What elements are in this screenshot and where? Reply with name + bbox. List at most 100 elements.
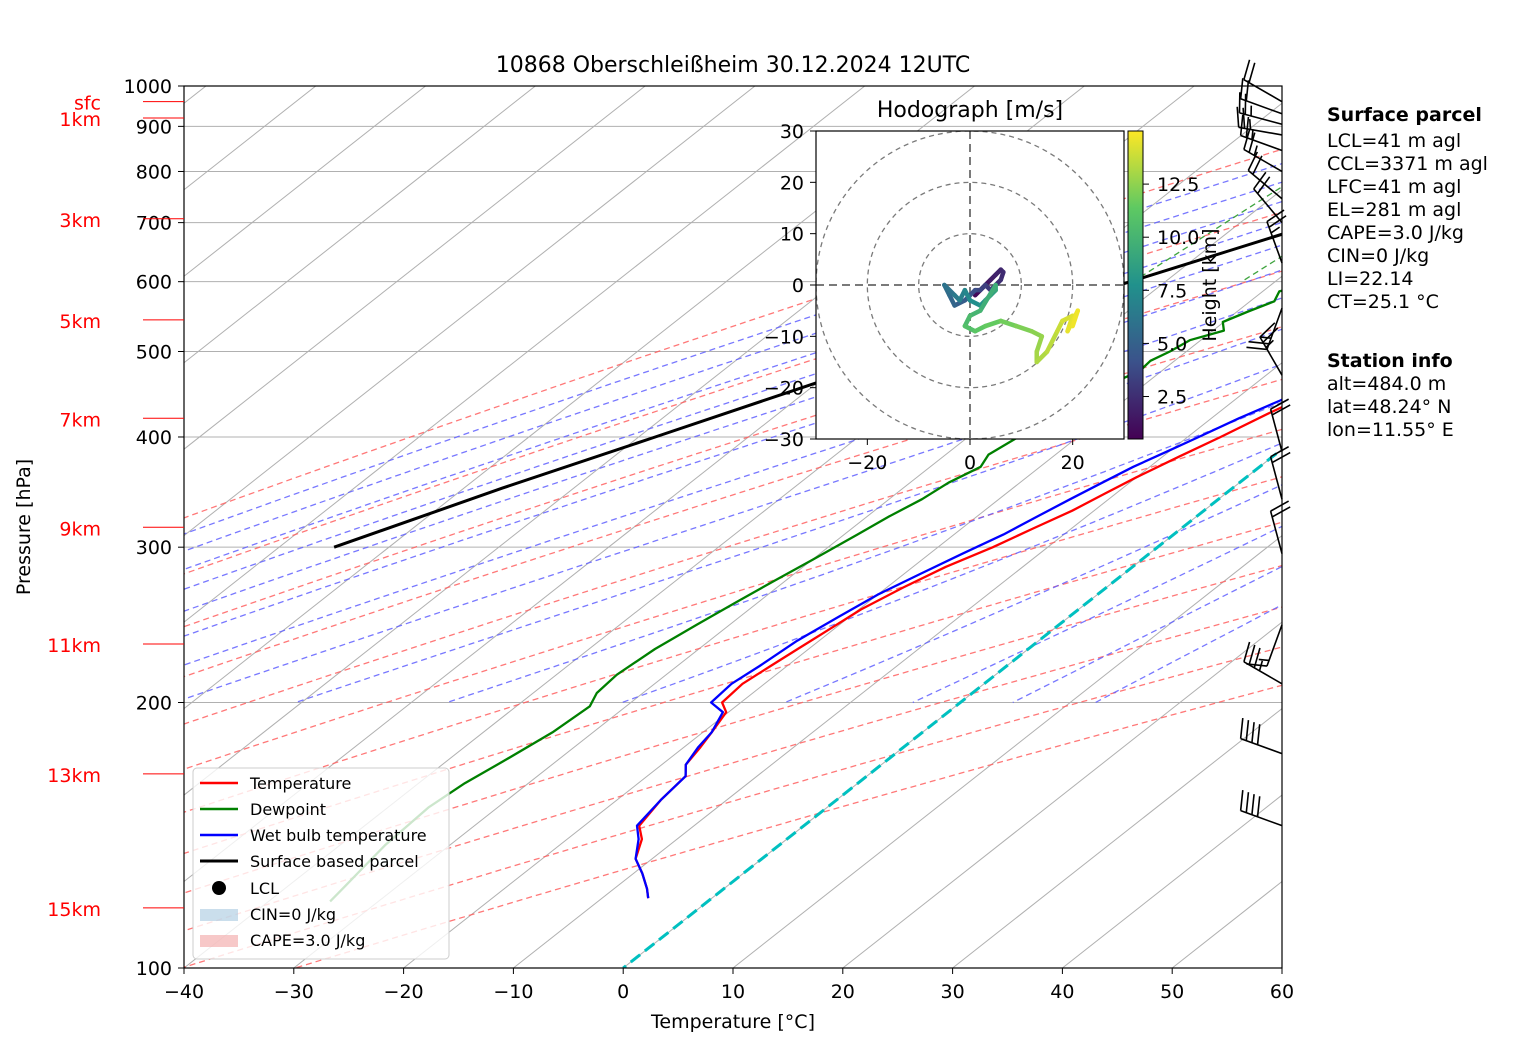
wind-barb-flag bbox=[1266, 209, 1285, 223]
colorbar-tick-label: 2.5 bbox=[1157, 387, 1187, 409]
hodograph-y-tick-label: 30 bbox=[780, 121, 804, 143]
wind-barbs bbox=[1236, 59, 1291, 827]
legend-dewpoint-label: Dewpoint bbox=[250, 800, 326, 819]
hodograph-trace bbox=[942, 267, 1081, 365]
moist-adiabat bbox=[184, 181, 1282, 552]
legend-cin-label: CIN=0 J/kg bbox=[250, 905, 336, 924]
wind-barb-staff bbox=[1259, 336, 1283, 376]
wind-barb bbox=[1253, 171, 1283, 224]
hodograph-segment bbox=[1034, 349, 1050, 365]
height-label: 7km bbox=[59, 409, 101, 431]
wind-barb-flag bbox=[1239, 78, 1244, 99]
isotherm-line bbox=[513, 362, 1282, 968]
wind-barb-flag bbox=[1252, 155, 1263, 175]
x-axis: −40 −30 −20 −10 0 10 20 30 40 50 60 bbox=[164, 968, 1294, 1003]
colorbar-tick-label: 12.5 bbox=[1157, 174, 1199, 196]
wind-barb-flag bbox=[1251, 722, 1255, 743]
colorbar-label: Height [km] bbox=[1199, 228, 1221, 341]
isotherm-line bbox=[184, 86, 756, 537]
dry-adiabat bbox=[184, 326, 1282, 678]
wind-barb-flag bbox=[1262, 327, 1279, 343]
colorbar bbox=[1127, 130, 1144, 440]
isotherm-line bbox=[184, 86, 536, 364]
wind-barb-staff bbox=[1239, 112, 1283, 126]
wind-barb-staff bbox=[1243, 661, 1283, 685]
wind-barb-half-flag bbox=[1265, 339, 1274, 349]
wind-barb-staff bbox=[1269, 408, 1283, 452]
legend-lcl-swatch bbox=[212, 881, 226, 895]
wind-barb bbox=[1239, 718, 1283, 755]
height-label: 3km bbox=[59, 210, 101, 232]
wind-barb bbox=[1246, 307, 1283, 351]
wind-barb-flag bbox=[1268, 215, 1287, 228]
y-tick-label: 900 bbox=[136, 116, 172, 138]
legend-cape-label: CAPE=3.0 J/kg bbox=[250, 931, 365, 950]
height-label: 15km bbox=[47, 899, 101, 921]
wind-barb-staff bbox=[1240, 737, 1283, 755]
hodograph-y-tick-label: −30 bbox=[764, 429, 804, 451]
surface-line-ct: CT=25.1 °C bbox=[1327, 291, 1439, 313]
wind-barb-flag bbox=[1243, 641, 1251, 663]
wind-barb-flag bbox=[1242, 107, 1246, 129]
wind-barb-flag bbox=[1245, 792, 1250, 813]
surface-line-lcl: LCL=41 m agl bbox=[1327, 130, 1461, 152]
wind-barb-flag bbox=[1253, 171, 1267, 190]
wind-barb-flag bbox=[1256, 724, 1261, 745]
wind-barb bbox=[1259, 322, 1283, 376]
legend-temperature-label: Temperature bbox=[249, 774, 351, 793]
surface-line-cin: CIN=0 J/kg bbox=[1327, 245, 1429, 267]
wind-barb bbox=[1239, 78, 1283, 115]
height-label: 9km bbox=[59, 518, 101, 540]
y-tick-label: 1000 bbox=[124, 76, 172, 98]
hodograph-title: Hodograph [m/s] bbox=[877, 98, 1063, 123]
moist-adiabat bbox=[184, 162, 1282, 535]
x-tick-label: 60 bbox=[1270, 981, 1294, 1003]
y-tick-label: 700 bbox=[136, 213, 172, 235]
isotherm-line bbox=[732, 535, 1282, 968]
wind-barb-half-flag bbox=[1258, 658, 1270, 662]
wind-barb-staff bbox=[1253, 188, 1283, 224]
isotherm-line bbox=[184, 86, 646, 450]
x-tick-label: −30 bbox=[274, 981, 314, 1003]
wind-barb-flag bbox=[1243, 59, 1251, 80]
station-line-lon: lon=11.55° E bbox=[1327, 419, 1454, 441]
hodograph-y-tick-label: 20 bbox=[780, 172, 804, 194]
wind-barb-staff bbox=[1269, 510, 1283, 554]
hodograph-y-tick-label: 10 bbox=[780, 224, 804, 246]
hodograph-segment bbox=[983, 318, 1004, 329]
wind-barb-half-flag bbox=[1258, 660, 1264, 672]
wind-barb-staff bbox=[1266, 307, 1283, 350]
wind-barb-half-flag bbox=[1251, 129, 1254, 140]
legend-parcel-label: Surface based parcel bbox=[250, 852, 419, 871]
wind-barb-half-flag bbox=[1253, 145, 1258, 156]
isotherm-line bbox=[184, 86, 866, 623]
x-tick-label: 30 bbox=[941, 981, 965, 1003]
wind-barb bbox=[1236, 106, 1283, 136]
series-line-wet-bulb-temperature bbox=[634, 398, 1282, 899]
y-tick-label: 200 bbox=[136, 692, 172, 714]
station-info-title: Station info bbox=[1327, 350, 1453, 372]
x-tick-label: 10 bbox=[721, 981, 745, 1003]
moist-adiabat bbox=[184, 328, 1282, 700]
y-tick-label: 400 bbox=[136, 427, 172, 449]
wind-barb-flag bbox=[1246, 346, 1268, 351]
x-tick-label: 50 bbox=[1160, 981, 1184, 1003]
height-label: 13km bbox=[47, 765, 101, 787]
wind-barb bbox=[1269, 500, 1291, 554]
x-axis-label: Temperature [°C] bbox=[650, 1011, 815, 1033]
surface-line-ccl: CCL=3371 m agl bbox=[1327, 153, 1488, 175]
hodograph: −20 0 20 30 20 10 0 −10 −20 −30 Hodograph [m/s] 2… bbox=[764, 98, 1221, 474]
legend-lcl-label: LCL bbox=[250, 879, 279, 898]
moist-adiabat bbox=[295, 363, 1282, 704]
wind-barb-flag bbox=[1248, 62, 1256, 83]
wind-barb-flag bbox=[1259, 322, 1276, 338]
dry-adiabat bbox=[184, 428, 1282, 770]
wind-barb-flag bbox=[1248, 132, 1256, 153]
wind-barb-staff bbox=[1243, 148, 1283, 173]
legend-cape-swatch bbox=[200, 935, 238, 947]
wind-barb-flag bbox=[1245, 720, 1250, 741]
hodograph-segment bbox=[1013, 323, 1034, 334]
height-label: sfc bbox=[74, 93, 101, 115]
moist-adiabat bbox=[184, 269, 1282, 637]
hodograph-segment bbox=[1044, 328, 1060, 354]
